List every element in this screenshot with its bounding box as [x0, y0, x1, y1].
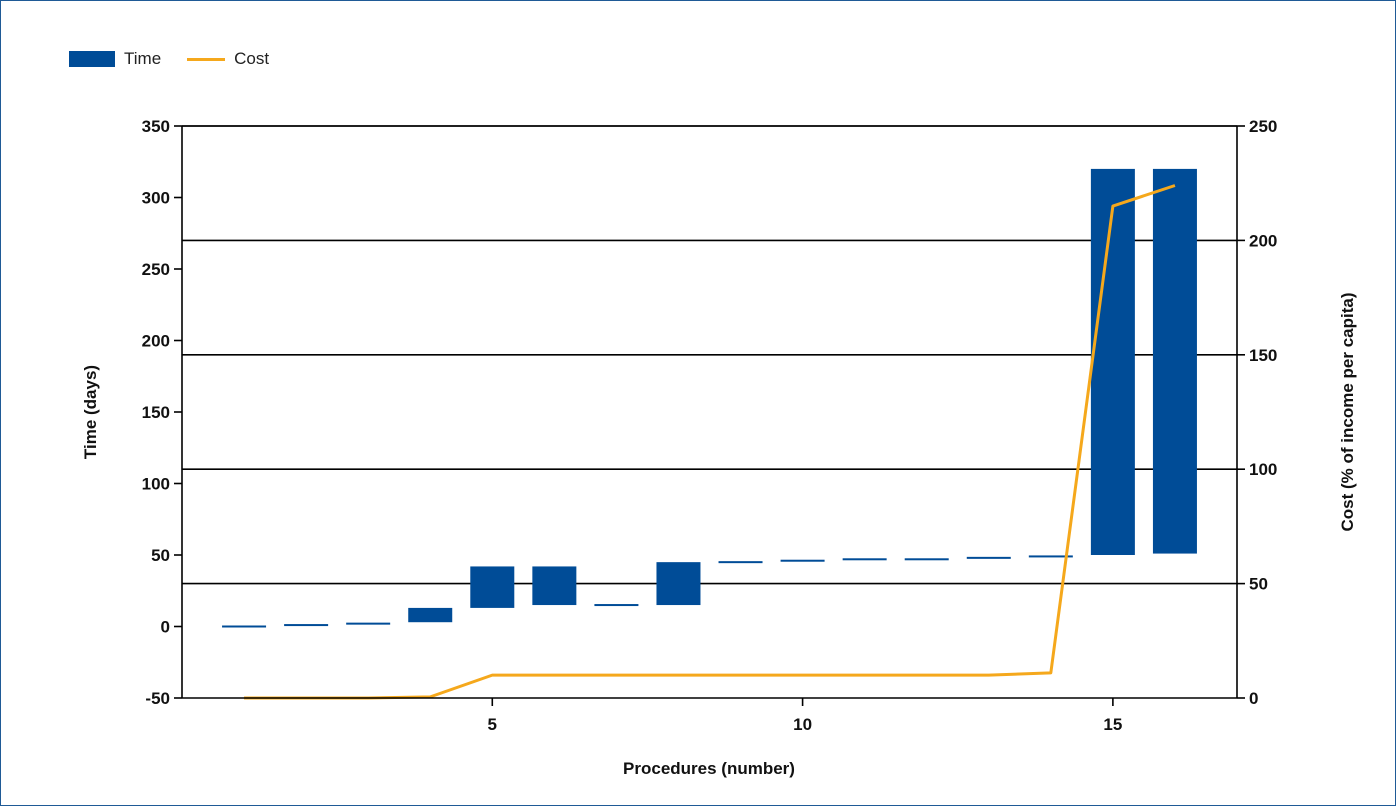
- y-tick-label-left: 300: [142, 189, 170, 208]
- y-tick-label-right: 100: [1249, 460, 1277, 479]
- legend-label-time: Time: [124, 49, 162, 68]
- time-bar-4: [408, 607, 453, 623]
- tick-labels: -50 0 50 100 150 200 250 300 350 0 50 100 150 200 250 5…: [142, 117, 1278, 734]
- time-bar-2: [284, 624, 329, 627]
- y-tick-label-left: 150: [142, 403, 170, 422]
- y-tick-label-left: 250: [142, 260, 170, 279]
- y-tick-label-left: 100: [142, 475, 170, 494]
- y-tick-label-right: 150: [1249, 346, 1277, 365]
- y-tick-label-left: 50: [151, 546, 170, 565]
- y-tick-label-left: -50: [145, 689, 170, 708]
- gridlines: [182, 125, 1237, 585]
- time-bar-5: [470, 566, 515, 608]
- time-bar-9: [718, 561, 763, 564]
- y-tick-label-left: 350: [142, 117, 170, 136]
- cost-line: [244, 184, 1176, 700]
- y-tick-label-right: 0: [1249, 689, 1258, 708]
- legend-label-cost: Cost: [234, 49, 270, 68]
- axes: [174, 125, 1245, 706]
- legend-item-time: Time: [69, 49, 161, 69]
- y-axis-label-left: Time (days): [81, 365, 100, 459]
- time-bar-16: [1152, 168, 1197, 554]
- y-tick-label-right: 250: [1249, 117, 1277, 136]
- time-bar-14: [1028, 555, 1073, 558]
- cost-line-group: [244, 184, 1176, 700]
- time-bar-8: [656, 562, 701, 606]
- time-bar-3: [346, 622, 391, 625]
- x-axis-label: Procedures (number): [623, 759, 795, 778]
- x-tick-label: 10: [793, 715, 812, 734]
- x-tick-label: 15: [1103, 715, 1122, 734]
- legend-item-cost: Cost: [187, 49, 269, 69]
- chart-legend: Time Cost: [69, 49, 295, 69]
- time-bar-13: [966, 556, 1011, 559]
- y-tick-label-left: 200: [142, 332, 170, 351]
- y-tick-label-right: 200: [1249, 231, 1277, 250]
- time-bar-15: [1090, 168, 1135, 555]
- time-bar-12: [904, 558, 949, 561]
- time-bar-7: [594, 604, 639, 607]
- time-bars: [222, 168, 1197, 628]
- legend-swatch-cost: [187, 57, 226, 61]
- time-bar-11: [842, 558, 887, 561]
- time-bar-6: [532, 566, 577, 606]
- y-tick-label-left: 0: [161, 618, 170, 637]
- y-axis-label-right: Cost (% of income per capita): [1338, 293, 1357, 532]
- time-bar-10: [780, 559, 825, 562]
- x-tick-label: 5: [488, 715, 497, 734]
- time-bar-1: [222, 625, 267, 628]
- legend-swatch-time: [69, 51, 115, 67]
- y-tick-label-right: 50: [1249, 575, 1268, 594]
